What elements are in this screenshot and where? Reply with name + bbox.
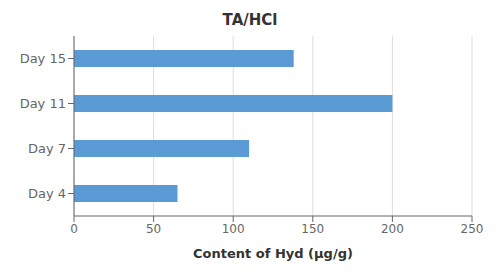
svg-text:100: 100 <box>222 222 245 236</box>
svg-text:50: 50 <box>146 222 161 236</box>
html-text:TA/HCl: TA/HCl <box>222 11 278 29</box>
svg-text:0: 0 <box>70 222 78 236</box>
svg-text:Day 4: Day 4 <box>28 186 66 201</box>
svg-text:Content of Hyd (μg/g): Content of Hyd (μg/g) <box>193 246 353 261</box>
svg-text:Day 7: Day 7 <box>28 141 66 156</box>
svg-text:150: 150 <box>301 222 324 236</box>
svg-text:250: 250 <box>461 222 484 236</box>
svg-text:200: 200 <box>381 222 404 236</box>
svg-text:Day 11: Day 11 <box>20 96 66 111</box>
svg-text:Day 15: Day 15 <box>20 51 66 66</box>
